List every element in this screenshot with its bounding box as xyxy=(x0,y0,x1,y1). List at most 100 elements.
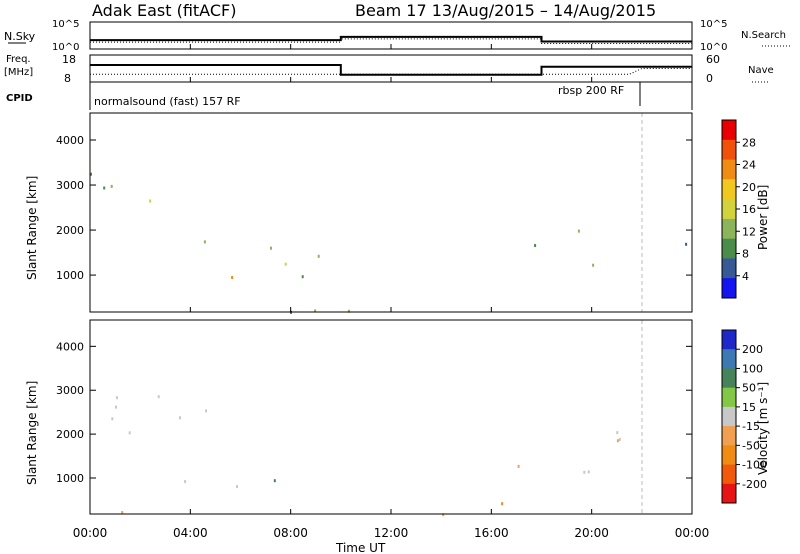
velocity-colorbar-label: Velocity [m s⁻¹] xyxy=(756,382,770,475)
nsky-panel: N.Sky 10^5 10^0 10^5 10^0 N.Search xyxy=(4,19,790,53)
velocity-colorbar-tick-label: -200 xyxy=(742,478,767,491)
x-axis-ticks: 00:00 04:00 08:00 12:00 16:00 20:00 00:00 xyxy=(73,44,710,540)
cpid-label: CPID xyxy=(6,93,33,104)
nave-line xyxy=(90,68,692,75)
vel-cells-cell xyxy=(184,480,187,484)
nsearch-line xyxy=(90,38,692,44)
vel-cells-cell xyxy=(587,470,590,474)
nsearch-tick-top: 10^5 xyxy=(700,19,727,30)
power-colorbar-tick-label: 8 xyxy=(742,248,749,261)
power-colorbar-swatch xyxy=(722,139,736,161)
radar-title: Adak East (fitACF) xyxy=(92,1,236,20)
x-tick-label: 00:00 xyxy=(675,526,710,540)
cpid-panel: CPID normalsound (fast) 157 RF rbsp 200 … xyxy=(6,82,693,110)
freq-tick-top: 18 xyxy=(62,53,76,66)
power-cells-cell xyxy=(301,275,304,279)
velocity-colorbar-swatch xyxy=(722,464,736,485)
velocity-heatmap xyxy=(111,395,621,517)
vel-cells-cell xyxy=(236,485,238,489)
y-tick-label: 1000 xyxy=(56,269,84,282)
velocity-colorbar-swatch xyxy=(722,368,736,389)
vel-cells-cell xyxy=(501,502,504,506)
freq-panel: Freq. [MHz] 18 8 60 0 Nave xyxy=(4,53,774,85)
velocity-colorbar-tick-label: 50 xyxy=(742,382,756,395)
vel-cells-cell xyxy=(157,395,160,399)
x-tick-label: 12:00 xyxy=(374,526,409,540)
velocity-colorbar-tick-label: 15 xyxy=(742,401,756,414)
power-cells-cell xyxy=(317,254,320,258)
vel-cells-cell xyxy=(115,396,118,400)
nave-tick-top: 60 xyxy=(706,53,720,66)
cpid-text-1: normalsound (fast) 157 RF xyxy=(94,95,241,108)
vel-cells-cell xyxy=(128,431,131,435)
vel-cells-cell xyxy=(205,409,208,413)
velocity-y-ticks: 4000 3000 2000 1000 xyxy=(56,340,692,485)
x-tick-label: 16:00 xyxy=(474,526,509,540)
velocity-colorbar-swatch xyxy=(722,445,736,465)
freq-tick-bottom: 8 xyxy=(64,72,71,85)
power-y-label: Slant Range [km] xyxy=(25,176,39,280)
power-colorbar-tick-label: 12 xyxy=(742,225,756,238)
power-cells-cell xyxy=(577,229,580,233)
velocity-panel: 4000 3000 2000 1000 Slant Range [km] xyxy=(25,319,693,517)
velocity-colorbar-swatch xyxy=(722,483,736,504)
power-cells-cell xyxy=(231,276,234,279)
velocity-colorbar-tick-label: 100 xyxy=(742,362,763,375)
y-tick-label: 2000 xyxy=(56,224,84,237)
power-colorbar-label: Power [dB] xyxy=(756,185,770,250)
power-colorbar-tick-label: 28 xyxy=(742,136,756,149)
vel-cells-cell xyxy=(517,464,520,468)
power-colorbar-tick-label: 20 xyxy=(742,181,756,194)
x-tick-label: 04:00 xyxy=(173,526,208,540)
nsky-label: N.Sky xyxy=(4,30,36,43)
velocity-colorbar: 200 100 50 15 -15 -50 -100 -200 Velocity [m s⁻¹… xyxy=(721,329,770,504)
cpid-text-2: rbsp 200 RF xyxy=(558,84,624,97)
y-tick-label: 1000 xyxy=(56,472,84,485)
power-cells-cell xyxy=(347,309,350,313)
nsky-tick-top: 10^5 xyxy=(52,19,79,30)
velocity-colorbar-swatch xyxy=(722,330,736,350)
x-tick-label: 08:00 xyxy=(273,526,308,540)
freq-label-2: [MHz] xyxy=(4,67,33,78)
vel-cells-cell xyxy=(115,405,117,409)
freq-label-1: Freq. xyxy=(6,54,31,65)
power-cells-cell xyxy=(90,172,92,176)
power-frame xyxy=(89,112,693,313)
power-cells-cell xyxy=(284,262,287,266)
power-colorbar-swatch xyxy=(722,199,736,220)
power-colorbar-swatch xyxy=(722,159,736,180)
vel-cells-cell xyxy=(179,416,181,420)
nsky-line xyxy=(90,35,692,43)
vel-cells-cell xyxy=(616,439,619,443)
power-cells-cell xyxy=(314,309,317,313)
velocity-colorbar-tick-label: 200 xyxy=(742,343,763,356)
power-colorbar-swatch xyxy=(722,179,736,200)
power-colorbar-swatch xyxy=(722,258,736,279)
power-cells-cell xyxy=(203,240,206,244)
freq-line xyxy=(90,64,692,76)
velocity-colorbar-tick-label: -15 xyxy=(742,420,760,433)
power-cells-cell xyxy=(592,263,595,267)
nave-tick-bottom: 0 xyxy=(706,72,713,85)
power-cells-cell xyxy=(110,184,113,188)
vel-cells-cell xyxy=(616,431,619,435)
vel-cells-cell xyxy=(442,513,445,517)
vel-cells-cell xyxy=(121,511,124,514)
power-colorbar-tick-label: 4 xyxy=(742,270,749,283)
power-heatmap xyxy=(90,172,688,314)
power-colorbar-tick-label: 24 xyxy=(742,159,756,172)
nsearch-tick-bottom: 10^0 xyxy=(700,42,727,53)
power-cells-cell xyxy=(534,244,537,247)
nsky-tick-bottom: 10^0 xyxy=(52,42,79,53)
velocity-colorbar-tick-label: -100 xyxy=(742,459,767,472)
power-cells-cell xyxy=(103,186,106,190)
power-cells-cell xyxy=(685,242,688,246)
power-cells-cell xyxy=(149,199,152,203)
nave-label: Nave xyxy=(748,65,774,76)
power-colorbar-swatch xyxy=(722,278,736,299)
beam-title: Beam 17 13/Aug/2015 – 14/Aug/2015 xyxy=(355,1,656,20)
power-y-ticks: 4000 3000 2000 1000 xyxy=(56,134,692,282)
y-tick-label: 3000 xyxy=(56,384,84,397)
velocity-colorbar-tick-label: -50 xyxy=(742,439,760,452)
